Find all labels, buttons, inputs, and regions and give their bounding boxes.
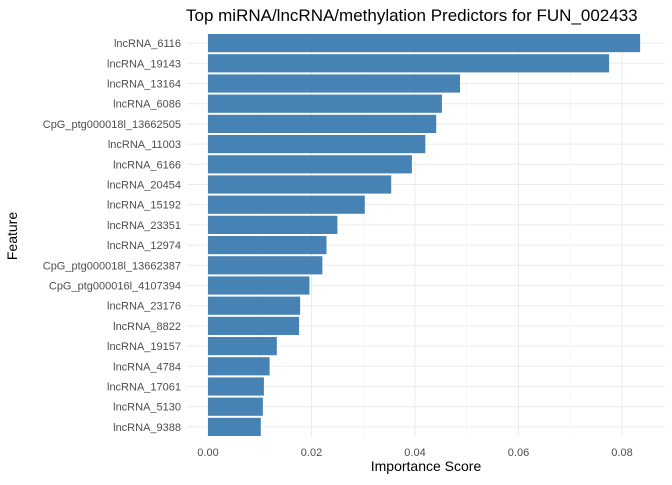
bar-lncRNA_23176 (208, 296, 301, 315)
bar-lncRNA_13164 (208, 74, 461, 93)
x-tick-label: 0.02 (301, 447, 322, 459)
x-tick-label: 0.06 (508, 447, 529, 459)
bar-lncRNA_19143 (208, 54, 610, 73)
bar-lncRNA_11003 (208, 135, 426, 154)
bar-layer (208, 34, 641, 436)
bar-lncRNA_9388 (208, 417, 261, 436)
bar-lncRNA_6116 (208, 34, 641, 53)
y-tick-label: lncRNA_6166 (113, 159, 181, 171)
bar-CpG_ptg000018l_13662387 (208, 256, 323, 275)
y-tick-labels: lncRNA_6116 lncRNA_19143 lncRNA_13164 lncRN… (43, 38, 181, 434)
y-tick-label: CpG_ptg000018l_13662387 (43, 260, 181, 272)
y-tick-label: lncRNA_13164 (107, 79, 181, 91)
x-axis-title: Importance Score (371, 458, 482, 474)
y-tick-label: lncRNA_9388 (113, 422, 181, 434)
x-tick-label: 0.04 (404, 447, 425, 459)
y-tick-label: lncRNA_12974 (107, 240, 181, 252)
x-tick-labels: 0.00 0.02 0.04 0.06 0.08 (197, 447, 632, 459)
y-tick-label: lncRNA_6116 (114, 38, 181, 50)
bar-lncRNA_20454 (208, 175, 392, 194)
bar-lncRNA_4784 (208, 357, 270, 376)
bar-lncRNA_12974 (208, 236, 327, 255)
y-tick-label: lncRNA_15192 (107, 200, 181, 212)
bar-lncRNA_6166 (208, 155, 412, 174)
bar-lncRNA_19157 (208, 337, 277, 356)
y-tick-label: lncRNA_4784 (113, 361, 181, 373)
y-tick-label: lncRNA_23176 (107, 301, 181, 313)
y-tick-label: lncRNA_20454 (107, 180, 181, 192)
bar-lncRNA_15192 (208, 195, 365, 214)
bar-lncRNA_5130 (208, 397, 263, 416)
y-tick-label: lncRNA_23351 (107, 220, 181, 232)
y-tick-label: lncRNA_5130 (113, 402, 181, 414)
chart-title: Top miRNA/lncRNA/methylation Predictors … (186, 6, 638, 25)
y-tick-label: CpG_ptg000016l_4107394 (49, 281, 181, 293)
x-tick-label: 0.08 (611, 447, 632, 459)
bar-lncRNA_23351 (208, 215, 338, 234)
y-tick-label: CpG_ptg000018l_13662505 (43, 119, 181, 131)
y-axis-title: Feature (4, 212, 20, 260)
grid-layer (187, 33, 665, 437)
y-tick-label: lncRNA_11003 (108, 139, 181, 151)
y-tick-label: lncRNA_8822 (113, 321, 181, 333)
y-tick-label: lncRNA_17061 (107, 382, 181, 394)
x-tick-label: 0.00 (197, 447, 218, 459)
bar-CpG_ptg000016l_4107394 (208, 276, 310, 295)
y-tick-label: lncRNA_6086 (113, 99, 181, 111)
bar-CpG_ptg000018l_13662505 (208, 114, 437, 133)
y-tick-label: lncRNA_19143 (107, 58, 181, 70)
y-tick-label: lncRNA_19157 (107, 341, 181, 353)
bar-lncRNA_8822 (208, 316, 300, 335)
bar-lncRNA_6086 (208, 94, 442, 113)
bar-lncRNA_17061 (208, 377, 264, 396)
